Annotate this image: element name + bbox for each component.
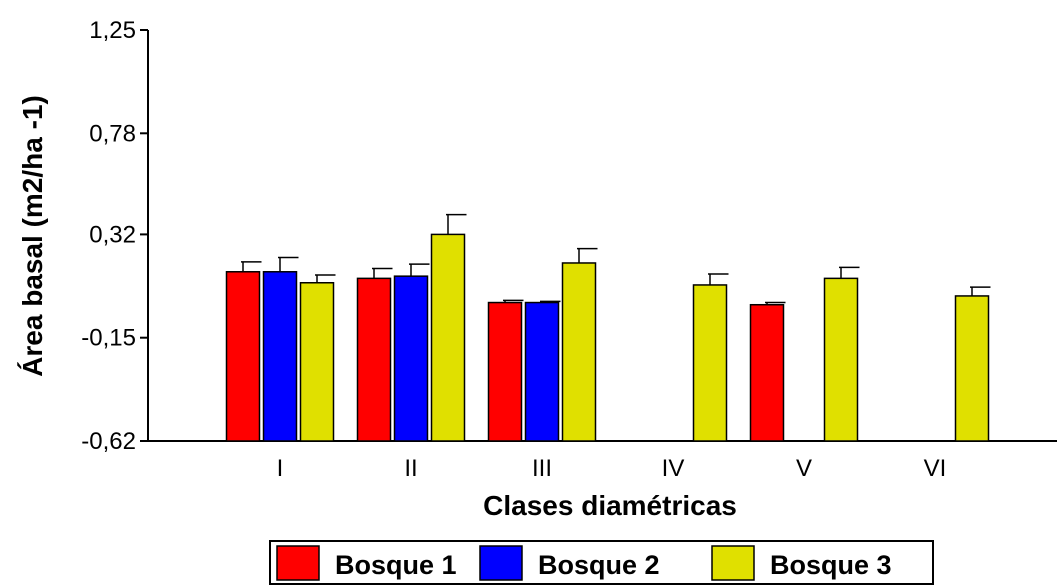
legend-swatch xyxy=(479,545,523,581)
x-axis: I II III IV V VI xyxy=(148,440,1057,482)
bar xyxy=(524,301,560,442)
bar xyxy=(749,303,785,442)
x-axis-title: Clases diamétricas xyxy=(483,490,737,521)
y-tick-label: -0,62 xyxy=(81,428,136,455)
y-tick-label: 1,25 xyxy=(89,17,136,44)
legend-label: Bosque 3 xyxy=(770,550,892,580)
x-tick-label: VI xyxy=(924,455,947,482)
bar xyxy=(299,282,335,442)
y-tick-label: -0,15 xyxy=(81,325,136,352)
bar xyxy=(262,271,298,442)
y-tick-label: 0,32 xyxy=(89,221,136,248)
bar xyxy=(823,277,859,442)
bar xyxy=(356,277,392,442)
bars xyxy=(225,213,991,442)
bar xyxy=(692,284,728,442)
legend-swatch xyxy=(276,545,320,581)
x-tick-label: IV xyxy=(662,455,685,482)
x-tick-label: I xyxy=(277,455,284,482)
y-axis: 1,25 0,78 0,32 -0,15 -0,62 xyxy=(81,17,149,455)
bar xyxy=(487,301,523,442)
legend-box xyxy=(269,540,934,585)
bar xyxy=(561,262,597,442)
bar xyxy=(954,295,990,442)
y-tick-label: 0,78 xyxy=(89,120,136,147)
bar xyxy=(393,275,429,442)
legend: Bosque 1 Bosque 2 Bosque 3 xyxy=(269,540,934,585)
legend-label: Bosque 1 xyxy=(335,550,457,580)
legend-swatch xyxy=(711,545,755,581)
x-tick-label: III xyxy=(532,455,552,482)
y-axis-title: Área basal (m2/ha -1) xyxy=(17,95,48,377)
legend-label: Bosque 2 xyxy=(538,550,660,580)
bar xyxy=(225,271,261,442)
x-tick-label: II xyxy=(404,455,417,482)
x-tick-label: V xyxy=(796,455,812,482)
bar xyxy=(430,233,466,442)
